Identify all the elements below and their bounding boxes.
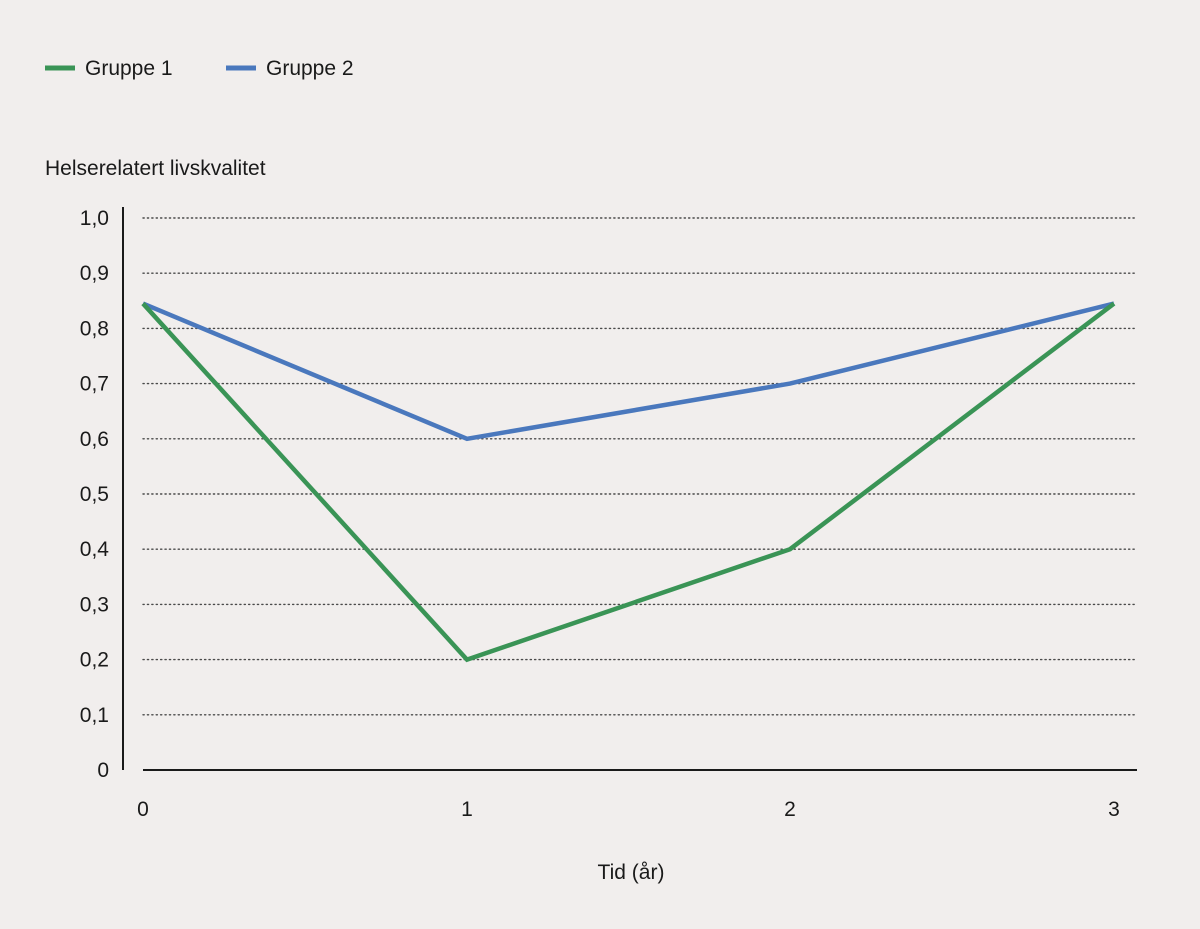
y-tick-label: 0,4 (80, 538, 110, 561)
x-tick-label: 3 (1108, 798, 1120, 821)
series-line-1 (141, 301, 1116, 663)
gridlines (142, 217, 1138, 716)
x-axis-title: Tid (år) (598, 861, 665, 884)
y-tick-label: 0,9 (80, 262, 109, 285)
y-tick-label: 0,5 (80, 483, 109, 506)
y-tick-label: 0,3 (80, 593, 109, 616)
y-tick-label: 0,8 (80, 317, 109, 340)
y-tick-label: 0 (97, 759, 109, 782)
series-lines (141, 301, 1116, 663)
y-tick-label: 0,2 (80, 649, 109, 672)
y-tick-label: 1,0 (80, 207, 109, 230)
y-tick-label: 0,6 (80, 428, 109, 451)
x-tick-label: 2 (784, 798, 796, 821)
y-axis-ticks: 0 0,1 0,2 0,3 0,4 0,5 0,6 0,7 0,8 0,9 1,0 (80, 207, 110, 782)
y-axis-title: Helserelatert livskvalitet (45, 157, 266, 180)
y-tick-label: 0,7 (80, 373, 109, 396)
legend-label-2: Gruppe 2 (266, 57, 354, 80)
y-tick-label: 0,1 (80, 704, 109, 727)
series-line-2 (142, 301, 1115, 442)
legend: Gruppe 1 Gruppe 2 (45, 57, 354, 80)
x-tick-label: 0 (137, 798, 149, 821)
legend-label-1: Gruppe 1 (85, 57, 173, 80)
x-axis-ticks: 0 1 2 3 (137, 798, 1120, 821)
x-tick-label: 1 (461, 798, 473, 821)
